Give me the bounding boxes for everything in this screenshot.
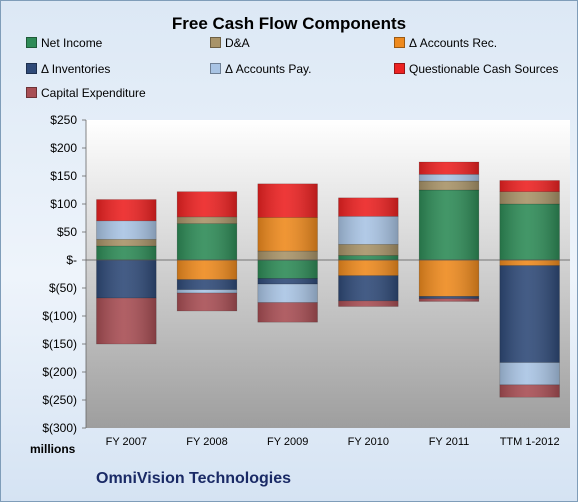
bar-segment-shade <box>257 284 318 303</box>
x-tick-label: FY 2008 <box>186 436 227 448</box>
legend-swatch-net-income <box>26 37 37 48</box>
bar-segment-shade <box>499 180 560 192</box>
y-tick-label: $(300) <box>42 421 77 435</box>
bar-segment-shade <box>177 279 237 290</box>
y-tick-label: $(100) <box>42 309 77 323</box>
y-tick-label: $250 <box>50 113 77 127</box>
bar-segment-shade <box>177 191 237 217</box>
legend-swatch-da <box>210 37 221 48</box>
y-tick-label: $100 <box>50 197 77 211</box>
legend-swatch-capex <box>26 87 37 98</box>
company-name: OmniVision Technologies <box>96 470 291 487</box>
legend-item-capex: Capital Expenditure <box>26 86 146 100</box>
bar-segment-shade <box>499 191 560 204</box>
legend-item-questionable: Questionable Cash Sources <box>394 62 558 76</box>
legend-label-inventories: Δ Inventories <box>41 62 111 76</box>
bar-segment-shade <box>419 296 479 299</box>
plot-area <box>86 120 570 428</box>
y-tick-label: $150 <box>50 169 77 183</box>
x-tick-label: FY 2010 <box>348 436 389 448</box>
bar-segment-shade <box>419 260 479 297</box>
y-tick-label: $(250) <box>42 393 77 407</box>
bar-segment-shade <box>499 384 560 398</box>
axes-group: FY 2007 FY 2008 FY 2009 FY 2010 FY 2011 TTM 1… <box>42 113 570 448</box>
legend-swatch-accounts-pay <box>210 63 221 74</box>
bar-segment-shade <box>96 239 157 246</box>
bar-segment-shade <box>499 265 560 363</box>
chart-title: Free Cash Flow Components <box>171 14 407 33</box>
bar-segment-shade <box>96 260 157 299</box>
bar-segment-shade <box>338 275 399 301</box>
bar-segment-shade <box>257 183 318 218</box>
bar-segment-shade <box>177 289 237 294</box>
legend-item-inventories: Δ Inventories <box>26 62 110 76</box>
bar-segment-shade <box>338 216 399 245</box>
bar-segment-shade <box>96 246 157 260</box>
bar-segment-shade <box>177 260 237 280</box>
y-tick-label: $50 <box>57 225 77 239</box>
unit-label: millions <box>30 442 76 456</box>
bar-segment-shade <box>96 199 157 221</box>
legend-label-da: D&A <box>225 36 250 50</box>
bar-segment-shade <box>499 204 560 260</box>
y-tick-label: $(200) <box>42 365 77 379</box>
x-tick-label: FY 2007 <box>106 436 147 448</box>
legend-swatch-questionable <box>394 63 405 74</box>
bar-segment-shade <box>499 260 560 266</box>
legend-item-net-income: Net Income <box>26 36 102 50</box>
legend-item-accounts-rec: Δ Accounts Rec. <box>394 36 497 50</box>
legend-label-questionable: Questionable Cash Sources <box>409 62 559 76</box>
legend-label-accounts-rec: Δ Accounts Rec. <box>409 36 498 50</box>
bar-segment-shade <box>419 174 479 182</box>
bar-segment-shade <box>419 162 479 175</box>
legend-item-da: D&A <box>210 36 250 50</box>
bar-segment-shade <box>177 293 237 311</box>
bar-segment-shade <box>419 298 479 302</box>
y-tick-label: $(50) <box>49 281 77 295</box>
x-tick-label: TTM 1-2012 <box>500 436 560 448</box>
bar-segment-shade <box>257 260 318 279</box>
bar-segment-shade <box>96 220 157 240</box>
bars-group <box>96 161 560 398</box>
legend-label-capex: Capital Expenditure <box>41 86 146 100</box>
bar-segment-shade <box>257 302 318 323</box>
x-tick-label: FY 2009 <box>267 436 308 448</box>
y-tick-label: $- <box>66 253 77 267</box>
bar-segment-shade <box>177 216 237 224</box>
bar-segment-shade <box>419 190 479 260</box>
bar-segment-shade <box>96 298 157 344</box>
bar-segment-shade <box>338 260 399 276</box>
bar-segment-shade <box>499 362 560 385</box>
bar-segment-shade <box>338 300 399 307</box>
bar-segment-shade <box>338 197 399 217</box>
legend-item-accounts-pay: Δ Accounts Pay. <box>210 62 312 76</box>
legend-label-accounts-pay: Δ Accounts Pay. <box>225 62 312 76</box>
legend-swatch-inventories <box>26 63 37 74</box>
bar-segment-shade <box>257 251 318 260</box>
bar-segment-shade <box>257 217 318 252</box>
y-tick-label: $200 <box>50 141 77 155</box>
bar-segment-shade <box>257 278 318 285</box>
legend-label-net-income: Net Income <box>41 36 103 50</box>
x-tick-label: FY 2011 <box>429 436 470 448</box>
bar-segment-shade <box>338 255 399 260</box>
bar-segment-shade <box>419 181 479 190</box>
legend-swatch-accounts-rec <box>394 37 405 48</box>
bar-segment-shade <box>338 244 399 256</box>
bar-segment-shade <box>177 223 237 260</box>
y-tick-label: $(150) <box>42 337 77 351</box>
legend: Net Income D&A Δ Accounts Rec. Δ Invento… <box>0 36 578 106</box>
